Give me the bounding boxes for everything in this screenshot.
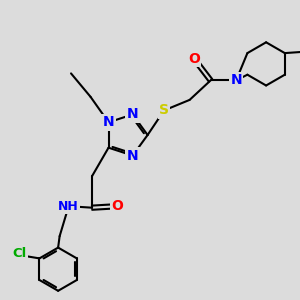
Text: N: N <box>127 148 139 163</box>
Text: O: O <box>188 52 200 66</box>
Text: O: O <box>112 199 124 213</box>
Text: N: N <box>127 107 139 122</box>
Text: NH: NH <box>58 200 79 213</box>
Text: S: S <box>159 103 169 117</box>
Text: N: N <box>230 74 242 87</box>
Text: N: N <box>103 115 114 129</box>
Text: Cl: Cl <box>13 248 27 260</box>
